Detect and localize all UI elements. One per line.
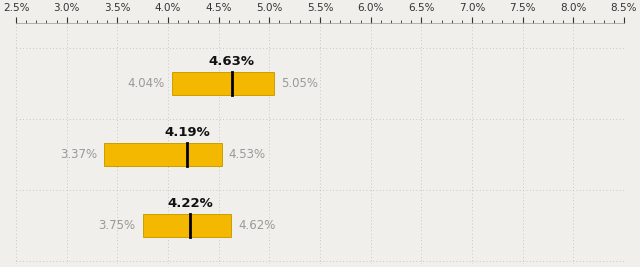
Text: 4.04%: 4.04% [128,77,165,90]
Bar [143,214,231,237]
Text: 3.37%: 3.37% [60,148,97,161]
Bar [104,143,221,166]
Text: 5.05%: 5.05% [282,77,319,90]
Text: 4.53%: 4.53% [229,148,266,161]
Text: 4.19%: 4.19% [164,126,210,139]
Text: 4.63%: 4.63% [209,55,255,68]
Text: 4.22%: 4.22% [168,197,213,210]
Bar [172,72,275,95]
Text: 4.62%: 4.62% [238,219,275,232]
Text: 3.75%: 3.75% [99,219,136,232]
